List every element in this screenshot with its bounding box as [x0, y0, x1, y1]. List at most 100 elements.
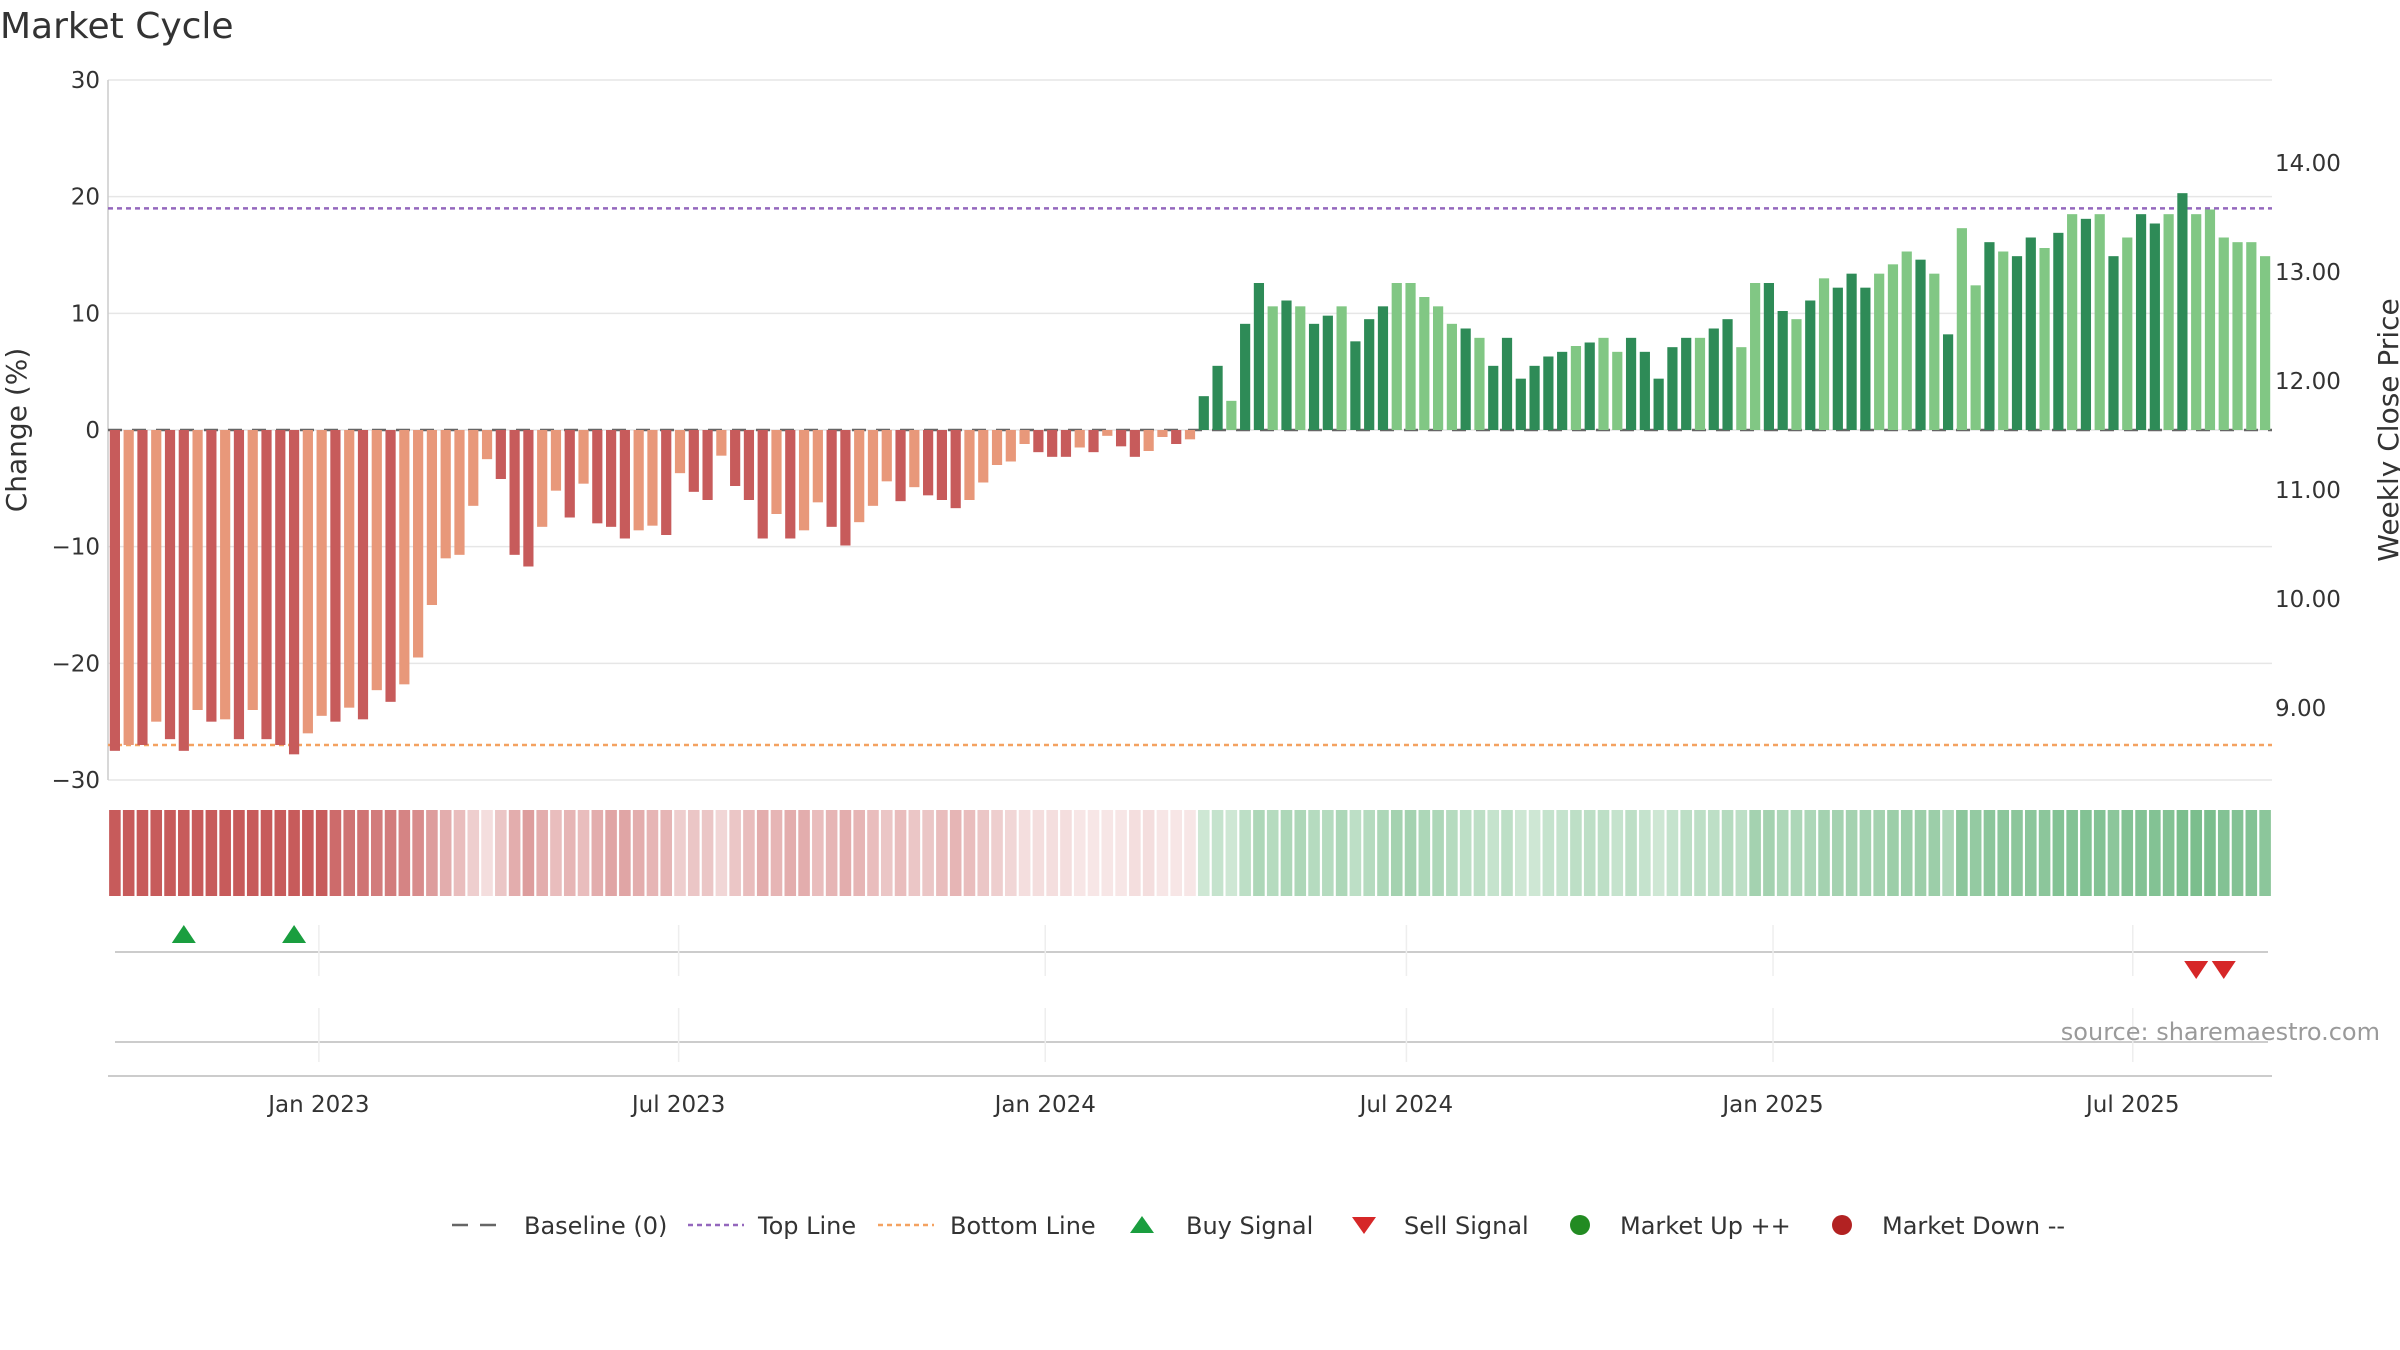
cycle-strip-cell — [1914, 810, 1927, 896]
cycle-strip-cell — [1197, 810, 1210, 896]
cycle-strip-cell — [1266, 810, 1279, 896]
cycle-strip-cell — [136, 810, 149, 896]
cycle-strip-cell — [150, 810, 163, 896]
change-bar — [344, 430, 355, 708]
cycle-strip-cell — [1432, 810, 1444, 896]
cycle-strip-cell — [370, 810, 383, 896]
change-bar — [950, 430, 961, 509]
cycle-strip-cell — [825, 810, 838, 896]
change-bar — [164, 430, 176, 740]
cycle-strip-cell — [1335, 810, 1348, 896]
cycle-strip-cell — [1459, 810, 1472, 896]
cycle-strip-cell — [398, 810, 411, 896]
change-bar — [1846, 273, 1857, 430]
x-tick-label: Jul 2024 — [1358, 1092, 1454, 1118]
cycle-strip-cell — [2217, 810, 2230, 896]
cycle-strip-cell — [743, 810, 755, 896]
change-bar — [426, 430, 438, 605]
cycle-strip-cell — [2080, 810, 2092, 896]
change-bar — [1763, 283, 1775, 430]
cycle-strip-cell — [2038, 810, 2051, 896]
change-bar — [1240, 323, 1251, 430]
change-bar — [1915, 259, 1926, 430]
cycle-strip — [109, 810, 2271, 896]
cycle-strip-cell — [384, 810, 397, 896]
change-bar — [1736, 347, 1747, 430]
cycle-strip-cell — [1170, 810, 1183, 896]
cycle-strip-cell — [288, 810, 300, 896]
right-tick-label: 9.00 — [2275, 696, 2326, 722]
cycle-strip-cell — [880, 810, 893, 896]
left-tick-label: −10 — [51, 535, 100, 561]
cycle-strip-cell — [1542, 810, 1555, 896]
change-bar — [1419, 297, 1430, 430]
x-axis-ticks: Jan 2023 Jul 2023 Jan 2024 Jul 2024 Jan 2025… — [266, 1092, 2179, 1118]
change-bar — [1998, 251, 2009, 430]
change-bar — [867, 430, 879, 506]
change-bar — [1543, 356, 1554, 430]
cycle-strip-cell — [412, 810, 424, 896]
change-bar — [854, 430, 865, 523]
cycle-strip-cell — [260, 810, 273, 896]
change-bar — [1005, 430, 1016, 462]
change-bar — [1708, 328, 1719, 430]
change-bar — [2080, 218, 2092, 430]
change-bar — [661, 430, 672, 535]
cycle-strip-cell — [1156, 810, 1169, 896]
change-bar — [1433, 306, 1444, 430]
change-bar — [1377, 306, 1389, 430]
cycle-strip-cell — [1969, 810, 1982, 896]
cycle-strip-cell — [2052, 810, 2065, 896]
change-bar — [1102, 430, 1113, 436]
change-bar — [1653, 378, 1664, 430]
legend-label: Market Up ++ — [1620, 1212, 1791, 1240]
cycle-strip-cell — [2190, 810, 2202, 896]
change-bar — [2108, 256, 2119, 430]
change-bar — [275, 430, 286, 745]
change-bar — [192, 430, 203, 710]
change-bar — [743, 430, 755, 500]
cycle-strip-cell — [770, 810, 783, 896]
change-bar — [1625, 337, 1637, 430]
cycle-strip-cell — [2245, 810, 2258, 896]
change-bar — [1391, 283, 1402, 430]
cycle-strip-cell — [2231, 810, 2244, 896]
cycle-strip-cell — [1556, 810, 1568, 896]
change-bar — [785, 430, 796, 539]
cycle-strip-cell — [1142, 810, 1155, 896]
change-bar — [1929, 273, 1940, 430]
change-bar — [564, 430, 575, 518]
change-bar — [1019, 430, 1030, 444]
cycle-strip-cell — [122, 810, 135, 896]
right-tick-label: 13.00 — [2275, 260, 2341, 286]
cycle-strip-cell — [1887, 810, 1899, 896]
left-tick-label: 30 — [71, 68, 100, 94]
change-bar — [2025, 237, 2036, 430]
cycle-strip-cell — [1694, 810, 1706, 896]
left-tick-label: 20 — [71, 185, 100, 211]
change-bar — [936, 430, 947, 500]
legend-label: Baseline (0) — [524, 1212, 667, 1240]
cycle-strip-cell — [2011, 810, 2023, 896]
change-bar — [2260, 256, 2271, 430]
change-bar — [2232, 242, 2243, 430]
cycle-strip-cell — [1005, 810, 1017, 896]
cycle-strip-cell — [205, 810, 218, 896]
cycle-strip-cell — [853, 810, 865, 896]
change-bar — [1791, 319, 1802, 430]
cycle-strip-cell — [605, 810, 617, 896]
change-bar — [2039, 248, 2050, 430]
change-bar — [674, 430, 686, 474]
x-tick-label: Jan 2025 — [1720, 1092, 1823, 1118]
change-bar — [757, 430, 768, 539]
buy-signal-marker — [282, 925, 307, 943]
cycle-strip-cell — [1763, 810, 1775, 896]
change-bar — [1267, 306, 1278, 430]
cycle-strip-cell — [1390, 810, 1403, 896]
cycle-strip-cell — [632, 810, 645, 896]
change-bar — [302, 430, 313, 734]
change-bar — [991, 430, 1003, 465]
cycle-strip-cell — [1845, 810, 1858, 896]
legend-swatch-sell — [1352, 1217, 1376, 1234]
